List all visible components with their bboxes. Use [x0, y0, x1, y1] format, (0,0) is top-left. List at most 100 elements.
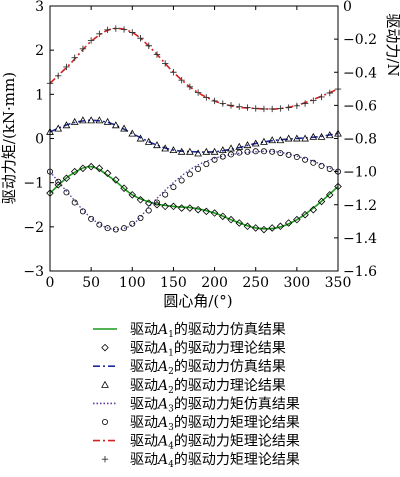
series-8-point-21 [219, 100, 226, 107]
series-4-point-30 [292, 134, 301, 142]
series-4-point-6 [95, 116, 104, 124]
series-6-markers [47, 148, 341, 233]
series-4-point-32 [309, 132, 318, 140]
series-8-point-1 [55, 72, 62, 79]
series-8-point-28 [277, 105, 284, 112]
legend-marker-8 [101, 456, 109, 463]
series-2-point-10 [128, 191, 137, 199]
series-8-point-26 [260, 105, 268, 113]
series-4-point-26 [260, 137, 268, 145]
series-4-point-20 [210, 147, 219, 155]
legend-marker-2 [101, 343, 109, 352]
series-6-point-33 [318, 162, 325, 169]
series-6-point-2 [63, 189, 70, 196]
series-2-point-19 [202, 207, 211, 216]
series-6-point-10 [129, 220, 136, 227]
series-4-point-11 [136, 134, 145, 142]
series-2-markers [46, 162, 342, 234]
series-2-point-26 [260, 225, 268, 234]
y-left-tick-label-1: −2 [23, 220, 44, 236]
legend-marker-4 [101, 380, 109, 388]
series-8-point-5 [87, 37, 95, 44]
y-left-tick-label-0: −3 [23, 264, 44, 280]
series-4-point-3 [70, 117, 79, 125]
legend-entry-1: 驱动A1的驱动力仿真结果 [93, 322, 286, 340]
series-6-point-17 [186, 171, 193, 178]
series-4-point-33 [317, 132, 326, 140]
legend-label-5: 驱动A3的驱动力矩仿真结果 [130, 396, 300, 414]
series-6-point-14 [162, 191, 169, 198]
series-4-point-23 [235, 142, 244, 150]
legend-marker-6 [102, 418, 109, 425]
legend-entry-7: 驱动A4的驱动力矩理论结果 [93, 434, 300, 452]
series-8-point-11 [137, 35, 144, 42]
series-4-point-4 [79, 116, 87, 124]
series-8-point-9 [120, 26, 128, 33]
series-2-point-27 [268, 224, 276, 232]
legend-entry-2: 驱动A1的驱动力理论结果 [101, 341, 286, 359]
y-left-tick-label-6: 3 [35, 0, 44, 15]
legend-label-7: 驱动A4的驱动力矩理论结果 [130, 434, 300, 452]
series-2-point-3 [70, 167, 79, 176]
series-6-point-34 [326, 165, 333, 172]
y-right-tick-label-5: −0.6 [343, 98, 377, 114]
x-tick-label-6: 300 [283, 275, 310, 291]
legend-label-8: 驱动A4的驱动力矩理论结果 [130, 452, 300, 470]
y-left-tick-label-4: 1 [35, 87, 44, 103]
y-right-tick-label-8: 0 [343, 0, 352, 15]
series-8-point-24 [244, 104, 251, 111]
series-2-point-5 [87, 162, 95, 171]
y-left-tick-label-2: −1 [23, 176, 44, 192]
series-6-point-26 [260, 148, 267, 155]
series-8-point-14 [162, 60, 169, 67]
series-2-point-29 [284, 219, 293, 227]
series-2-point-15 [169, 202, 178, 211]
series-2-point-7 [103, 169, 112, 178]
series-2-point-12 [144, 199, 153, 207]
series-2-point-11 [136, 196, 145, 204]
series-4-point-27 [268, 136, 277, 144]
series-6-point-7 [104, 225, 111, 232]
legend-label-3: 驱动A2的驱动力仿真结果 [130, 359, 286, 377]
series-8-point-2 [63, 63, 70, 71]
legend-label-2: 驱动A1的驱动力理论结果 [130, 341, 286, 359]
x-tick-label-0: 0 [46, 275, 55, 291]
series-4-point-28 [276, 136, 285, 144]
series-4-point-24 [243, 141, 252, 149]
series-8-point-8 [112, 25, 120, 32]
series-8-point-17 [186, 83, 194, 91]
series-6-point-16 [178, 177, 185, 184]
y-left-tick-label-5: 2 [35, 43, 44, 59]
x-tick-label-1: 50 [82, 275, 100, 291]
legend-entry-4: 驱动A2的驱动力理论结果 [101, 378, 286, 396]
series-2-point-4 [79, 164, 87, 173]
legend-entry-6: 驱动A3的驱动力矩理论结果 [102, 415, 300, 433]
series-4-point-18 [194, 149, 202, 157]
series-8-point-33 [318, 93, 325, 101]
x-tick-label-3: 150 [160, 275, 187, 291]
series-6-point-18 [195, 165, 202, 172]
series-6-point-24 [244, 148, 251, 155]
legend: 驱动A1的驱动力仿真结果驱动A1的驱动力理论结果驱动A2的驱动力仿真结果驱动A2… [93, 322, 300, 470]
series-4-point-8 [111, 121, 120, 129]
series-8-point-29 [285, 104, 292, 111]
series-2-point-22 [227, 215, 235, 224]
series-8-point-31 [301, 100, 309, 107]
series-4-point-19 [202, 147, 211, 155]
series-6-point-19 [203, 161, 210, 168]
series-2-point-28 [276, 222, 285, 231]
series-4-point-5 [87, 116, 96, 124]
series-8-point-13 [153, 51, 161, 58]
legend-label-1: 驱动A1的驱动力仿真结果 [130, 322, 286, 340]
series-2-point-20 [210, 209, 219, 217]
series-4-point-21 [218, 146, 227, 154]
series-8-point-18 [194, 89, 202, 96]
x-tick-label-5: 250 [242, 275, 269, 291]
series-4-point-13 [153, 141, 161, 149]
series-2-point-16 [177, 204, 186, 212]
series-8-point-12 [145, 42, 152, 49]
y-right-tick-label-1: −1.4 [343, 231, 377, 247]
series-6-point-23 [236, 149, 243, 156]
series-2-point-6 [95, 164, 104, 173]
